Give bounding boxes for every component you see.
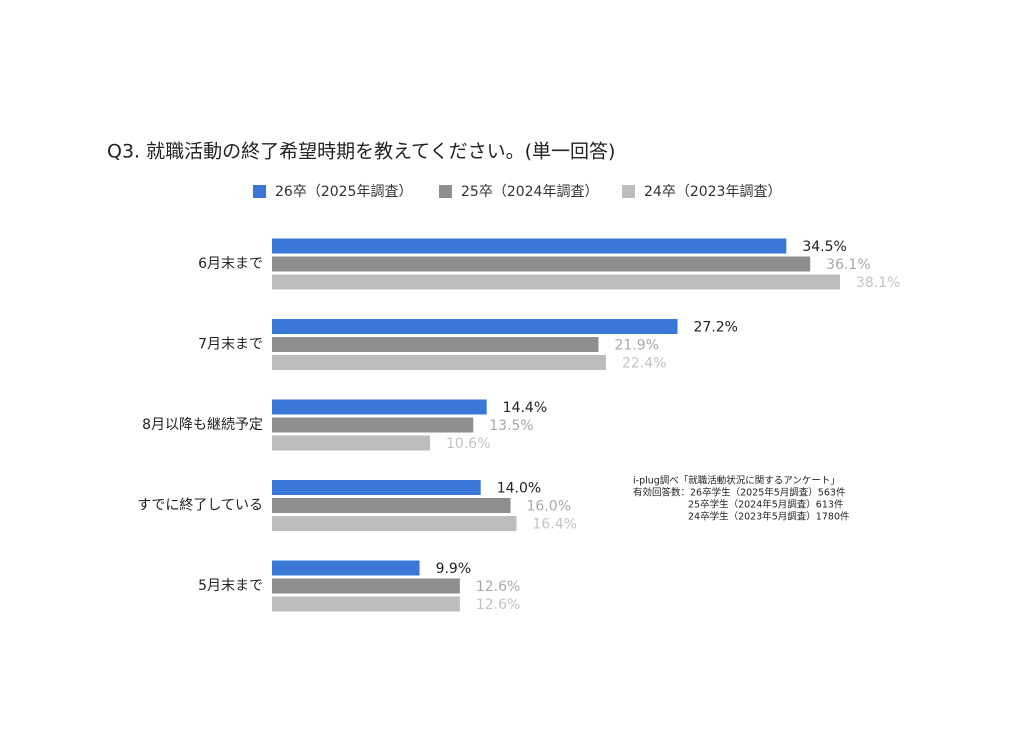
value-label: 22.4% bbox=[622, 356, 666, 372]
value-label: 14.0% bbox=[497, 481, 541, 497]
legend-swatch bbox=[253, 185, 266, 198]
bar bbox=[272, 256, 811, 272]
legend-swatch bbox=[622, 185, 635, 198]
chart-title: Q3. 就職活動の終了希望時期を教えてください。(単一回答) bbox=[107, 141, 615, 163]
bar bbox=[272, 417, 474, 433]
value-label: 34.5% bbox=[802, 239, 846, 255]
legend-label: 26卒（2025年調査） bbox=[275, 184, 412, 200]
legend-label: 24卒（2023年調査） bbox=[644, 184, 781, 200]
category-label: 6月末まで bbox=[198, 256, 263, 272]
value-label: 12.6% bbox=[476, 597, 520, 613]
value-label: 12.6% bbox=[476, 579, 520, 595]
legend-label: 25卒（2024年調査） bbox=[461, 184, 598, 200]
bar bbox=[272, 596, 460, 612]
bar bbox=[272, 399, 487, 415]
value-label: 16.0% bbox=[527, 499, 571, 515]
bar bbox=[272, 560, 420, 576]
value-label: 21.9% bbox=[614, 338, 658, 354]
bar bbox=[272, 578, 460, 594]
bar bbox=[272, 498, 511, 513]
annotation: i-plug調べ「就職活動状況に関するアンケート」 bbox=[633, 475, 840, 487]
bar bbox=[272, 238, 787, 254]
value-label: 16.4% bbox=[532, 517, 576, 533]
annotation: 25卒学生（2024年5月調査）613件 bbox=[688, 499, 844, 511]
legend-swatch bbox=[439, 185, 452, 198]
category-label: すでに終了している bbox=[137, 498, 263, 514]
value-label: 14.4% bbox=[503, 400, 547, 416]
value-label: 36.1% bbox=[826, 257, 870, 273]
value-label: 13.5% bbox=[489, 418, 533, 434]
category-label: 8月以降も継続予定 bbox=[142, 416, 263, 433]
value-label: 27.2% bbox=[694, 320, 738, 336]
bar bbox=[272, 355, 606, 370]
bar bbox=[272, 480, 481, 495]
bar bbox=[272, 319, 678, 334]
annotation: 24卒学生（2023年5月調査）1780件 bbox=[688, 511, 850, 523]
bar bbox=[272, 516, 517, 531]
category-label: 7月末まで bbox=[198, 337, 263, 353]
bar bbox=[272, 274, 840, 290]
value-label: 38.1% bbox=[856, 275, 900, 291]
value-label: 10.6% bbox=[446, 436, 490, 452]
annotation: 有効回答数：26卒学生（2025年5月調査）563件 bbox=[633, 487, 846, 499]
bar bbox=[272, 337, 599, 352]
category-label: 5月末まで bbox=[198, 578, 263, 594]
bar bbox=[272, 435, 431, 451]
value-label: 9.9% bbox=[436, 561, 472, 577]
